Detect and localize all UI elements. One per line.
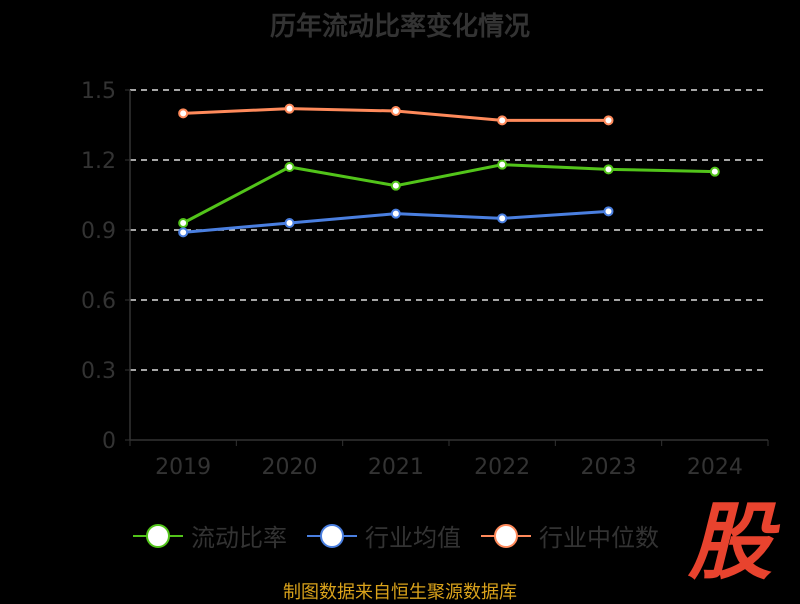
data-point [497,213,508,224]
source-note: 制图数据来自恒生聚源数据库 [283,582,517,603]
logo: 股 [688,493,773,591]
legend-marker-icon [133,523,183,548]
data-point [603,164,614,175]
data-point [497,115,508,126]
data-point [284,162,295,172]
legend-label: 行业中位数 [539,524,659,552]
chart-title: 历年流动比率变化情况 [269,12,530,42]
x-tick-label: 2023 [581,455,637,480]
data-point [497,159,508,170]
data-point [178,227,189,238]
y-tick-label: 0.9 [81,219,116,244]
legend: 流动比率 行业均值 行业中位数 [133,518,659,553]
x-tick-label: 2020 [262,455,318,480]
legend-marker-icon [481,523,531,548]
legend-label: 流动比率 [191,524,287,552]
y-tick-label: 0 [102,429,116,454]
legend-item-current-ratio[interactable]: 流动比率 [133,518,287,553]
y-tick-label: 1.5 [81,79,116,104]
data-point [390,208,401,219]
data-point [284,218,295,228]
data-point [178,218,189,228]
data-point [603,206,614,217]
legend-item-industry-median[interactable]: 行业中位数 [481,518,659,553]
legend-marker-icon [307,523,357,548]
data-point [390,180,401,191]
data-point [178,108,189,119]
x-tick-label: 2022 [474,455,530,480]
data-point [709,166,720,177]
y-tick-label: 0.3 [81,359,116,384]
legend-label: 行业均值 [365,524,461,552]
y-tick-label: 1.2 [81,149,116,174]
x-tick-label: 2019 [155,455,211,480]
x-tick-label: 2024 [687,455,743,480]
series-line [182,163,715,225]
x-tick-label: 2021 [368,455,424,480]
data-point [284,103,295,114]
y-tick-label: 0.6 [81,289,116,314]
data-point [390,106,401,116]
data-point [603,115,614,126]
legend-item-industry-mean[interactable]: 行业均值 [307,518,461,553]
